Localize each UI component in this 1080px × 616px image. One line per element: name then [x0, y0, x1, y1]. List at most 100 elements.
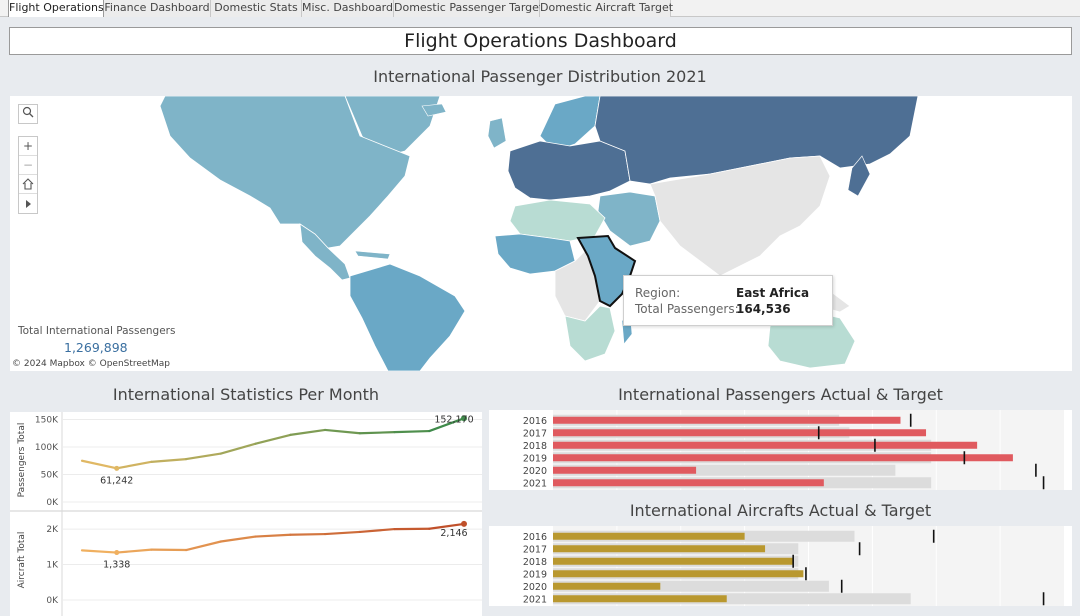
map-region-south-america [349, 263, 466, 371]
passengers-line-segment [323, 428, 361, 435]
tooltip-region-value: East Africa [736, 286, 810, 300]
aircraft-target-year-label: 2019 [523, 569, 547, 580]
pan-button[interactable] [19, 194, 37, 213]
tooltip-region-label: Region: [635, 286, 681, 300]
map-title: International Passenger Distribution 202… [373, 67, 707, 86]
zoom-out-button[interactable]: − [19, 156, 37, 175]
passengers-target-year-label: 2020 [523, 466, 547, 477]
total-passengers-label: Total International Passengers [18, 325, 176, 337]
passengers-line-segment [219, 442, 257, 455]
aircraft-axis-title: Aircraft Total [17, 532, 27, 589]
aircraft-max-label: 2,146 [440, 528, 467, 539]
passengers-line-segment [428, 417, 466, 433]
map-region-iceland [421, 103, 447, 117]
passengers-tick-label: 0K [46, 498, 59, 508]
aircraft-target-bar [553, 557, 794, 565]
map-region-caribbean [354, 250, 391, 260]
aircraft-line-segment [358, 527, 396, 534]
passengers-axis-title: Passengers Total [17, 423, 27, 498]
aircraft-line-segment [80, 549, 118, 554]
passengers-target-bar [553, 429, 927, 437]
passengers-target-bar [553, 441, 978, 449]
map-region-japan [847, 155, 871, 197]
map-svg [159, 96, 919, 371]
passengers-target-bar [553, 466, 697, 474]
passengers-target-bar [553, 479, 824, 487]
aircraft-line-segment [219, 535, 257, 543]
aircraft-target-bar [553, 532, 745, 540]
aircraft-tick-label: 0K [46, 596, 59, 606]
aircraft-line-segment [428, 522, 466, 530]
map-region-uk [487, 117, 507, 149]
aircraft-min-label: 1,338 [103, 560, 130, 571]
passengers-line-segment [358, 431, 396, 435]
passengers-max-label: 152,170 [434, 414, 473, 425]
aircraft-tick-label: 2K [46, 525, 59, 535]
aircraft-line-segment [254, 533, 292, 538]
tooltip-passengers-label: Total Passengers: [635, 302, 739, 316]
passengers-tick-label: 100K [35, 443, 59, 453]
passengers-line-segment [150, 457, 188, 463]
aircraft-target-title: International Aircrafts Actual & Target [629, 501, 932, 520]
passengers-target-year-label: 2017 [523, 428, 547, 439]
aircraft-target-bar [553, 582, 661, 590]
tab-domestic-aircraft-target[interactable]: Domestic Aircraft Target [540, 0, 673, 17]
aircraft-target-year-label: 2020 [523, 582, 547, 593]
aircraft-target-band [553, 580, 829, 592]
aircraft-tick-label: 1K [46, 561, 59, 571]
passengers-line-segment [80, 459, 118, 470]
tab-domestic-stats[interactable]: Domestic Stats [211, 0, 302, 17]
zoom-in-button[interactable]: + [19, 137, 37, 156]
map-region-east-africa [576, 234, 637, 308]
aircraft-target-year-label: 2021 [523, 594, 547, 605]
aircraft-target-year-label: 2017 [523, 544, 547, 555]
aircraft-line-segment [115, 548, 153, 554]
aircraft-target-panel: 2016 2017 2018 2019 2020 2021 [489, 526, 1072, 606]
tab-domestic-passenger-target[interactable]: Domestic Passenger Target [394, 0, 543, 17]
passengers-min-label: 61,242 [100, 475, 133, 486]
passengers-max-point [461, 415, 467, 422]
aircraft-line-segment [323, 530, 361, 536]
aircraft-target-bar [553, 570, 804, 578]
aircraft-line-segment [185, 540, 223, 552]
tab-flight-operations[interactable]: Flight Operations [8, 0, 104, 17]
search-icon [22, 106, 34, 118]
map-search-button[interactable] [18, 104, 38, 124]
tab-finance-dashboard[interactable]: Finance Dashboard [104, 0, 211, 17]
passengers-target-band [553, 464, 896, 476]
dashboard-title: Flight Operations Dashboard [9, 27, 1072, 55]
aircraft-min-point [114, 550, 120, 556]
passengers-line-segment [115, 460, 153, 470]
map-attribution[interactable]: © 2024 Mapbox © OpenStreetMap [12, 359, 170, 369]
map-tooltip: Region: East Africa Total Passengers:164,… [623, 275, 833, 326]
monthly-title: International Statistics Per Month [112, 385, 380, 404]
monthly-chart-panel: Passengers Total Aircraft Total 150K 100K… [10, 412, 482, 616]
passengers-line-segment [254, 433, 292, 445]
monthly-chart[interactable]: Passengers Total Aircraft Total 150K 100K… [10, 412, 482, 616]
aircraft-target-year-label: 2016 [523, 532, 547, 543]
aircraft-max-point [461, 520, 467, 527]
world-map[interactable]: + − [10, 96, 1072, 371]
passengers-target-title: International Passengers Actual & Target [618, 385, 943, 404]
home-icon [22, 178, 34, 190]
passengers-min-point [114, 465, 120, 471]
passengers-target-year-label: 2018 [523, 441, 547, 452]
aircraft-target-bar [553, 545, 766, 553]
tab-bar: Flight Operations Finance Dashboard Dome… [0, 0, 1080, 17]
tab-misc-dashboard[interactable]: Misc. Dashboard [302, 0, 394, 17]
aircraft-target-year-label: 2018 [523, 557, 547, 568]
passengers-target-panel: 2016 2017 2018 2019 2020 2021 [489, 410, 1072, 490]
passengers-tick-label: 150K [35, 416, 59, 426]
map-region-central-america [299, 223, 351, 281]
passengers-line-segment [185, 452, 223, 461]
tooltip-passengers-value: 164,536 [736, 302, 791, 316]
map-zoom-controls: + − [18, 136, 38, 214]
passengers-target-year-label: 2016 [523, 416, 547, 427]
passengers-line-segment [289, 428, 327, 436]
map-region-southern-africa [564, 305, 616, 362]
map-region-europe [507, 140, 631, 201]
total-passengers-value: 1,269,898 [64, 340, 128, 355]
home-button[interactable] [19, 175, 37, 194]
